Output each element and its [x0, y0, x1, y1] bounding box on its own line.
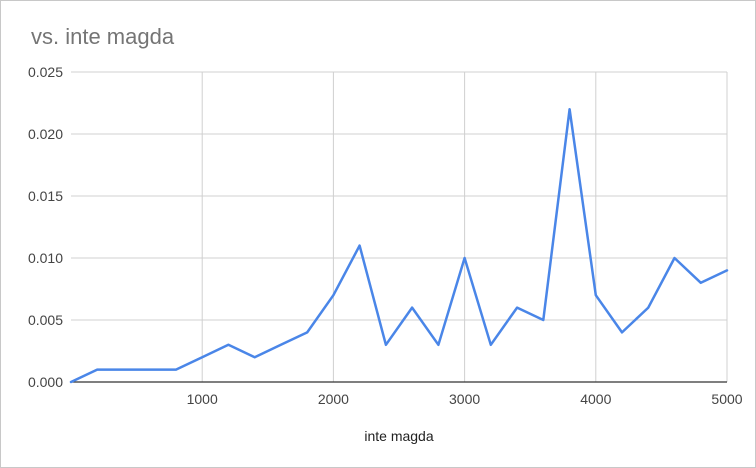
- y-tick-label: 0.010: [28, 250, 63, 266]
- x-axis-label: inte magda: [364, 428, 433, 444]
- y-tick-label: 0.000: [28, 374, 63, 390]
- tick-layer: 0.000 0.005 0.010 0.015 0.020 0.025 1000 2000 30…: [28, 64, 743, 407]
- x-tick-label: 2000: [318, 391, 349, 407]
- chart-title: vs. inte magda: [31, 24, 175, 49]
- x-tick-label: 5000: [711, 391, 742, 407]
- series-line: [69, 107, 729, 384]
- grid-layer: [71, 71, 728, 382]
- series-layer: [69, 107, 729, 384]
- y-tick-label: 0.020: [28, 126, 63, 142]
- y-tick-label: 0.025: [28, 64, 63, 80]
- x-tick-label: 1000: [187, 391, 218, 407]
- x-tick-label: 4000: [580, 391, 611, 407]
- y-tick-label: 0.015: [28, 188, 63, 204]
- x-tick-label: 3000: [449, 391, 480, 407]
- y-tick-label: 0.005: [28, 312, 63, 328]
